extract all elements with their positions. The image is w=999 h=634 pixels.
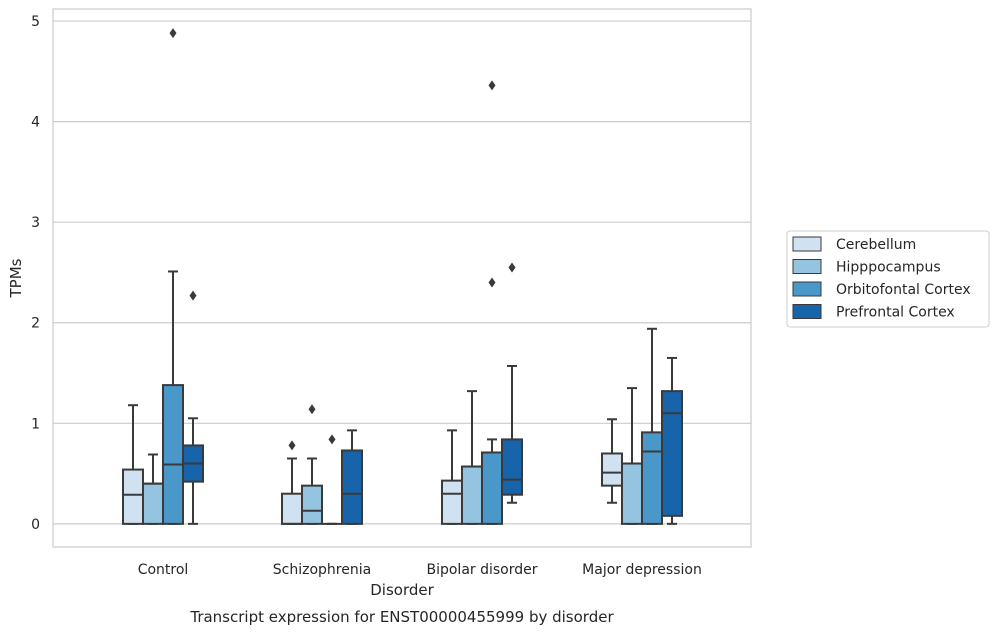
box-group [122,404,144,525]
outlier-point [189,290,197,301]
legend: Cerebellum Hipppocampus Orbitofontal Corte… [786,230,990,328]
box [661,390,683,517]
box [461,465,483,525]
box-group [661,356,683,525]
outlier-point [488,277,496,288]
legend-swatch [792,281,822,297]
x-tick-label: Schizophrenia [273,562,371,578]
box [341,449,363,525]
y-tick-label: 5 [31,14,40,30]
legend-frame [786,230,990,328]
y-tick-label: 3 [31,215,40,231]
box [621,462,643,525]
x-tick-labels: Control Schizophrenia Bipolar disorder Majo… [138,562,702,578]
box-group [281,440,303,525]
box-group [481,80,503,525]
box-group [341,429,363,525]
box-group [621,387,643,525]
legend-label: Cerebellum [836,237,916,253]
box-group [322,434,342,525]
legend-swatch [792,259,822,274]
box-group [301,404,323,525]
box [142,482,164,525]
box [122,468,144,525]
box [641,431,663,525]
box [301,484,323,525]
outlier-point [308,404,316,415]
box-series [122,28,683,525]
box [601,452,623,487]
legend-swatch [792,304,822,319]
legend-label: Prefrontal Cortex [836,305,955,321]
y-axis-title: TPMs [7,258,25,298]
box [441,479,463,525]
x-tick-label: Major depression [582,562,702,578]
box [281,492,303,525]
legend-label: Hipppocampus [836,260,941,276]
y-tick-label: 1 [31,416,40,432]
x-tick-label: Control [138,562,189,578]
y-tick-labels: 0 1 2 3 4 5 [31,14,40,533]
outlier-point [288,440,296,451]
legend-swatch [792,236,822,252]
y-tick-label: 0 [31,517,40,533]
outlier-point [488,80,496,91]
legend-items: Cerebellum Hipppocampus Orbitofontal Corte… [792,236,971,321]
box [501,438,523,496]
box-group [441,429,463,525]
x-axis-title: Disorder [370,581,434,599]
outlier-point [328,434,336,445]
legend-label: Orbitofontal Cortex [836,282,971,298]
y-tick-label: 2 [31,316,40,332]
box [162,384,184,525]
outlier-point [508,262,516,273]
plot-frame [52,8,752,548]
box [481,451,503,525]
box-group [182,290,204,525]
chart-caption: Transcript expression for ENST0000045599… [189,608,614,626]
x-tick-label: Bipolar disorder [426,562,537,578]
y-tick-label: 4 [31,115,40,131]
outlier-point [169,28,177,39]
box-group [501,262,523,504]
